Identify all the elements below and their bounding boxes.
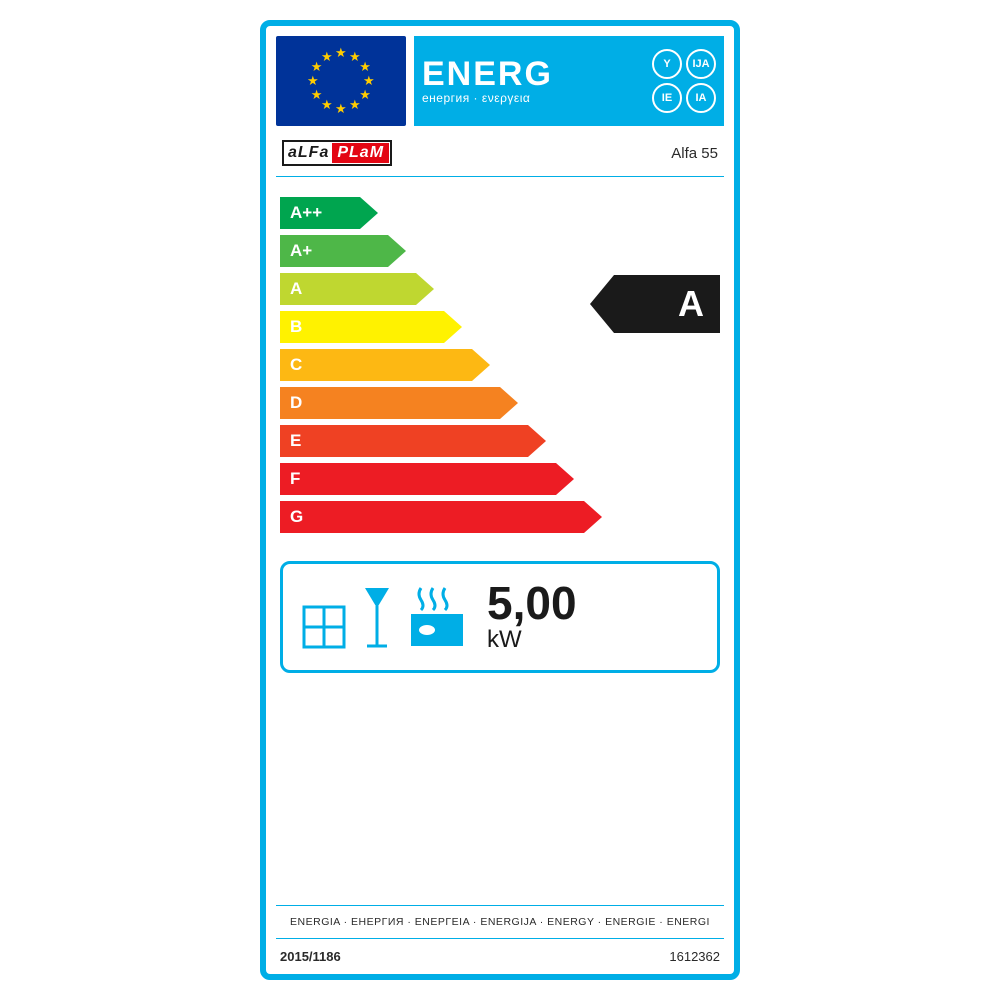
heater-icons	[301, 584, 467, 650]
rating-letter: A	[678, 283, 704, 325]
lang-circle: IJA	[686, 49, 716, 79]
energy-title: ENERG	[422, 57, 644, 91]
brand-logo-part2: PLaM	[332, 143, 389, 163]
efficiency-arrow: A+	[280, 235, 580, 267]
model-name: Alfa 55	[671, 145, 718, 162]
brand-logo: aLFa PLaM	[282, 140, 392, 166]
energy-label: ★★★★★★★★★★★★ ENERG енергия · ενεργεια YI…	[260, 20, 740, 980]
efficiency-arrow: D	[280, 387, 580, 419]
header-row: ★★★★★★★★★★★★ ENERG енергия · ενεργεια YI…	[276, 36, 724, 126]
brand-row: aLFa PLaM Alfa 55	[276, 126, 724, 170]
lamp-icon	[361, 584, 393, 650]
efficiency-arrow: C	[280, 349, 580, 381]
energy-banner: ENERG енергия · ενεργεια YIJAIEIA	[414, 36, 724, 126]
footer-bottom: 2015/1186 1612362	[276, 939, 724, 964]
regulation-number: 2015/1186	[280, 949, 341, 964]
efficiency-arrow: B	[280, 311, 580, 343]
rating-zone: A++A+ABCDEFG A	[276, 197, 724, 533]
brand-logo-part1: aLFa	[285, 143, 332, 163]
footer-languages: ENERGIA · ЕНЕРГИЯ · ΕΝΕΡΓΕΙΑ · ENERGIJA …	[276, 905, 724, 939]
power-unit: kW	[487, 626, 699, 654]
efficiency-arrow: A	[280, 273, 580, 305]
efficiency-arrow: F	[280, 463, 580, 495]
stove-icon	[407, 584, 467, 650]
window-icon	[301, 604, 347, 650]
efficiency-arrows: A++ A+ ABCDEFG	[280, 197, 580, 533]
efficiency-arrow: A++	[280, 197, 580, 229]
lang-suffix-circles: YIJAIEIA	[652, 49, 716, 113]
efficiency-arrow: E	[280, 425, 580, 457]
power-value: 5,00	[487, 580, 699, 626]
serial-number: 1612362	[669, 949, 720, 964]
lang-circle: IA	[686, 83, 716, 113]
efficiency-arrow: G	[280, 501, 580, 533]
lang-circle: Y	[652, 49, 682, 79]
eu-flag-icon: ★★★★★★★★★★★★	[276, 36, 406, 126]
rating-indicator-col: A	[590, 197, 720, 533]
rating-badge: A	[590, 275, 720, 333]
lang-circle: IE	[652, 83, 682, 113]
power-box: 5,00 kW	[280, 561, 720, 673]
divider-line	[276, 176, 724, 177]
energy-subtitle: енергия · ενεργεια	[422, 91, 644, 105]
